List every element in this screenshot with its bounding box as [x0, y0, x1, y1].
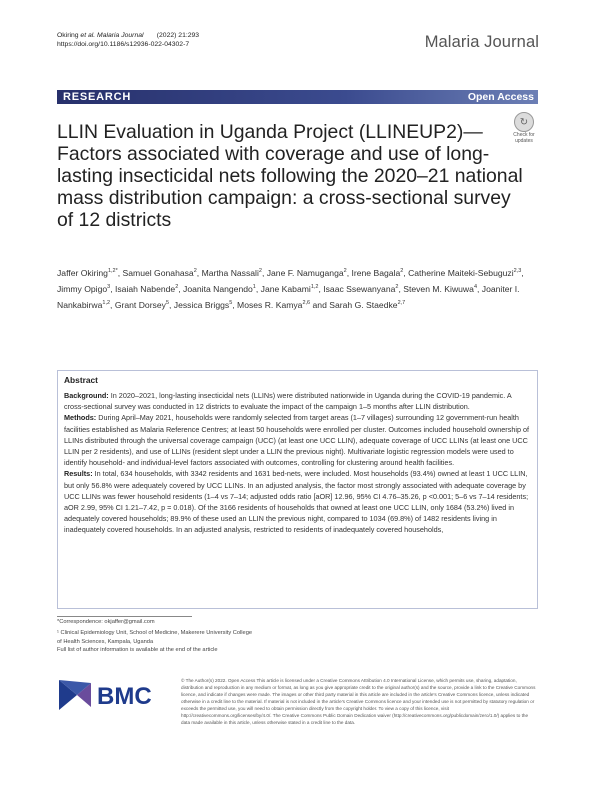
citation-journal: et al. Malaria Journal [78, 32, 144, 39]
abstract-methods: Methods: During April–May 2021, househol… [64, 413, 530, 468]
author-name[interactable]: Joaniter I. Nankabirwa [57, 283, 520, 310]
bmc-logo-text: BMC [97, 683, 152, 710]
refresh-icon: ↻ [514, 112, 534, 132]
author-name[interactable]: Jimmy Opigo [57, 283, 108, 294]
article-title: LLIN Evaluation in Uganda Project (LLINE… [57, 121, 523, 231]
author-name[interactable]: Catherine Maiteki-Sebuguzi [408, 267, 514, 278]
author-affiliation: 3 [107, 284, 111, 291]
author-affiliation: 2,6 [302, 300, 311, 307]
author-affiliation: 1,2 [310, 284, 319, 291]
author-name[interactable]: Moses R. Kamya [237, 299, 303, 310]
author-name[interactable]: Jaffer Okiring [57, 267, 108, 278]
author-affiliation: 2,7 [397, 300, 406, 307]
footnote-divider [57, 616, 192, 617]
author-name[interactable]: Steven M. Kiwuwa [403, 283, 474, 294]
author-affiliation: 2 [193, 268, 197, 274]
author-affiliation: 2 [395, 284, 399, 291]
author-info-note: Full list of author information is avail… [57, 646, 218, 653]
affiliation-1-cont: of Health Sciences, Kampala, Uganda [57, 638, 154, 645]
author-name[interactable]: Martha Nassali [201, 267, 259, 278]
author-name[interactable]: Isaac Ssewanyana [323, 283, 396, 294]
author-list: Jaffer Okiring1,2*, Samuel Gonahasa2, Ma… [57, 267, 524, 310]
check-for-updates-button[interactable]: ↻ Check for updates [509, 112, 539, 144]
author-affiliation: 1,2 [102, 300, 111, 307]
author-affiliation: 1,2* [107, 268, 118, 274]
section-banner: RESEARCH Open Access [57, 90, 538, 104]
author-affiliation: 2 [343, 268, 347, 274]
correspondence-email[interactable]: *Correspondence: okjaffer@gmail.com [57, 619, 155, 625]
abstract-results: Results: In total, 634 households, with … [64, 469, 529, 535]
author-affiliation: 4 [473, 284, 477, 291]
journal-name: Malaria Journal [424, 33, 539, 51]
author-name[interactable]: Samuel Gonahasa [122, 267, 194, 278]
author-name[interactable]: Jane Kabami [260, 283, 311, 294]
author-name[interactable]: Isaiah Nabende [114, 283, 176, 294]
author-name[interactable]: Sarah G. Staedke [329, 299, 398, 310]
author-affiliation: 1 [252, 284, 256, 291]
doi-link[interactable]: https://doi.org/10.1186/s12936-022-04302… [57, 41, 190, 48]
affiliation-1: ¹ Clinical Epidemiology Unit, School of … [57, 630, 253, 637]
author-affiliation: 2 [175, 284, 179, 291]
open-access-label: Open Access [467, 91, 534, 103]
citation-authors: Okiring [57, 32, 79, 39]
abstract-heading: Abstract [64, 375, 98, 385]
abstract-box: Abstract Background: In 2020–2021, long-… [57, 370, 538, 609]
citation-year: (2022) 21:293 [156, 32, 200, 39]
author-affiliation: 2,3 [513, 268, 522, 274]
author-name[interactable]: Jessica Briggs [173, 299, 230, 310]
abstract-body: Background: In 2020–2021, long-lasting i… [64, 390, 531, 536]
author-affiliation: 5 [165, 300, 169, 307]
author-affiliation: 5 [229, 300, 233, 307]
author-name[interactable]: Jane F. Namuganga [266, 267, 344, 278]
bmc-logo: BMC [59, 680, 152, 710]
check-updates-label: Check for updates [513, 132, 535, 144]
citation-line: Okiring et al. Malaria Journal (2022) 21… [57, 31, 199, 40]
license-text: © The Author(s) 2022. Open Access This a… [181, 678, 536, 725]
citation-block: Okiring et al. Malaria Journal (2022) 21… [57, 31, 199, 49]
author-name[interactable]: Irene Bagala [351, 267, 401, 278]
author-affiliation: 2 [258, 268, 262, 274]
author-affiliation: 2 [400, 268, 404, 274]
footnotes: *Correspondence: okjaffer@gmail.com ¹ Cl… [57, 618, 257, 654]
abstract-background: Background: In 2020–2021, long-lasting i… [64, 391, 512, 412]
author-name[interactable]: Grant Dorsey [114, 299, 166, 310]
section-label: RESEARCH [63, 91, 132, 103]
author-name[interactable]: Joanita Nangendo [183, 283, 253, 294]
